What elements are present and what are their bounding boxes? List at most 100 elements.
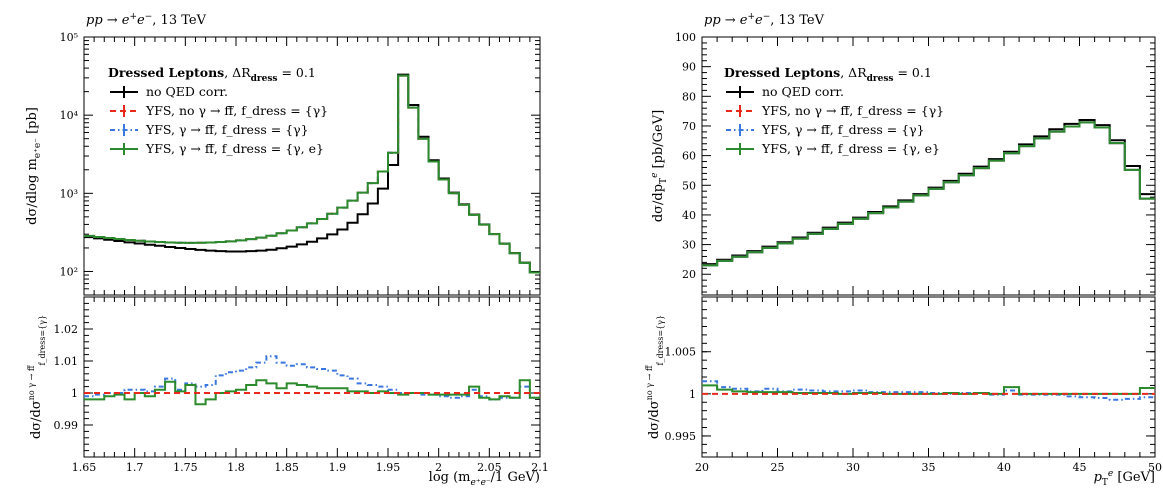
right-main-ylabel-part-2: e <box>650 173 660 178</box>
left-title-part-1: + <box>130 12 138 22</box>
left-legend-label-3: YFS, γ → ff̄, f_dress = {γ, e} <box>145 141 324 156</box>
left-main-ytick-label: 10⁵ <box>60 31 78 44</box>
right-ratio-xtick-label: 30 <box>846 461 860 474</box>
right-legend-label-1: YFS, no γ → ff̄, f_dress = {γ} <box>761 103 944 118</box>
right-main-ytick-label: 80 <box>682 90 696 103</box>
left-main-ylabel-part-2: [pb] <box>25 107 40 138</box>
right-main-ytick-label: 20 <box>682 268 696 281</box>
right-ratio-ylabel-part-0: dσ/dσ <box>647 400 662 439</box>
left-ratio-ylabel-part-2: f_dress={γ} <box>38 315 47 366</box>
left-legend-label-1: YFS, no γ → ff̄, f_dress = {γ} <box>145 103 328 118</box>
right-ratio-series-1 <box>702 380 1155 401</box>
right-legend-label-3: YFS, γ → ff̄, f_dress = {γ, e} <box>761 141 940 156</box>
left-main-ytick-label: 10² <box>60 265 78 278</box>
right-main-ylabel: dσ/dpTe [pb/GeV] <box>650 110 669 222</box>
right-ratio-ylabel: dσ/dσno γ → ff̄f_dress={γ} <box>645 315 665 439</box>
right-main-ytick-label: 90 <box>682 61 696 74</box>
left-legend-title: Dressed Leptons, ΔRdress = 0.1 <box>108 65 316 84</box>
left-legend-title-part-3: = 0.1 <box>278 65 316 80</box>
left-main-ylabel: dσ/dlog me⁺e⁻ [pb] <box>25 107 43 225</box>
left-title-part-0: pp → e <box>86 13 130 28</box>
left-ratio-frame <box>83 296 541 458</box>
left-ratio-xtick-label: 1.8 <box>227 461 245 474</box>
right-main-ylabel-part-1: T <box>659 178 669 184</box>
left-main-series-3 <box>84 74 540 274</box>
right-ratio-xtick-label: 45 <box>1073 461 1087 474</box>
right-legend-title-part-3: = 0.1 <box>894 65 932 80</box>
right-ratio-ylabel-part-2: f_dress={γ} <box>656 315 665 366</box>
left-main-ytick-label: 10³ <box>60 187 78 200</box>
right-ratio-xlabel: pTe [GeV] <box>1094 469 1155 485</box>
right-ratio-xtick-label: 40 <box>997 461 1011 474</box>
right-ratio-xtick-label: 25 <box>771 461 785 474</box>
right-ratio-ytick-label: 1 <box>689 388 696 401</box>
left-ratio-ytick-label: 1 <box>71 387 78 400</box>
right-ratio-series-2 <box>702 384 1155 395</box>
left-ratio-xtick-label: 2.05 <box>477 461 502 474</box>
left-ratio-xtick-label: 1.75 <box>173 461 198 474</box>
left-legend-label-0: no QED corr. <box>146 84 228 99</box>
right-ratio-ytick-label: 1.005 <box>665 346 697 359</box>
right-legend-label-2: YFS, γ → ff̄, f_dress = {γ} <box>761 122 925 137</box>
left-ratio-series-2 <box>84 379 540 406</box>
left-ratio-ylabel-part-0: dσ/dσ <box>29 400 44 439</box>
right-title-part-0: pp → e <box>704 13 748 28</box>
right-title-part-2: e <box>755 13 763 28</box>
right-ratio-xlabel-part-1: T <box>1102 478 1108 485</box>
left-title-part-2: e <box>137 13 145 28</box>
left-main-ylabel-part-1: e⁺e⁻ <box>33 138 43 158</box>
left-title-part-3: − <box>145 12 153 22</box>
right-ratio-xtick-label: 20 <box>695 461 709 474</box>
right-ratio-xlabel-part-2: e <box>1108 469 1113 479</box>
right-title-part-1: + <box>748 12 756 22</box>
left-main-ytick-label: 10⁴ <box>60 109 79 122</box>
left-ratio-xlabel-part-0: log (m <box>429 470 471 485</box>
left-legend-title-part-0: Dressed Leptons <box>108 65 224 80</box>
right-legend-title-part-1: , ΔR <box>840 65 867 80</box>
left-ratio-series-1 <box>84 355 540 401</box>
left-main-ylabel-part-0: dσ/dlog m <box>25 158 40 225</box>
left-title: pp → e+e−, 13 TeV <box>86 12 207 28</box>
left-main-frame <box>83 36 541 296</box>
right-title: pp → e+e−, 13 TeV <box>704 12 825 28</box>
right-main-ytick-label: 70 <box>682 120 696 133</box>
left-ratio-xtick-label: 1.7 <box>126 461 144 474</box>
left-ratio-xtick-label: 1.85 <box>274 461 299 474</box>
left-ratio-ytick-label: 1.01 <box>54 355 79 368</box>
left-ratio-xtick-label: 1.95 <box>376 461 401 474</box>
left-legend-title-part-2: dress <box>251 74 278 84</box>
left-ratio-xlabel-part-1: e⁺e⁻ <box>471 478 491 485</box>
right-legend-label-0: no QED corr. <box>762 84 844 99</box>
left-ratio-ytick-label: 1.02 <box>54 323 79 336</box>
right-legend-title-part-0: Dressed Leptons <box>724 65 840 80</box>
left-legend-title-part-1: , ΔR <box>224 65 251 80</box>
left-title-part-4: , 13 TeV <box>152 13 206 28</box>
left-ratio-xtick-label: 2 <box>435 461 442 474</box>
right-ratio-xtick-label: 50 <box>1148 461 1162 474</box>
right-main-ytick-label: 100 <box>675 31 696 44</box>
right-main-ytick-label: 30 <box>682 239 696 252</box>
right-ratio-ytick-label: 0.995 <box>665 430 697 443</box>
right-main-ytick-label: 60 <box>682 150 696 163</box>
right-ratio-frame <box>701 296 1156 458</box>
right-title-part-3: − <box>763 12 771 22</box>
left-ratio-ylabel-part-1: no γ → ff̄ <box>27 364 36 400</box>
left-ratio-xtick-label: 1.65 <box>72 461 97 474</box>
left-ratio-ytick-label: 0.99 <box>54 419 79 432</box>
right-main-ytick-label: 50 <box>682 179 696 192</box>
left-ratio-xlabel-part-2: /1 GeV) <box>491 470 540 485</box>
left-ratio-xtick-label: 2.1 <box>531 461 549 474</box>
right-legend-title: Dressed Leptons, ΔRdress = 0.1 <box>724 65 932 84</box>
right-main-series-3 <box>702 121 1155 267</box>
left-ratio-xlabel: log (me⁺e⁻/1 GeV) <box>429 470 540 485</box>
left-ratio-xtick-label: 1.9 <box>329 461 347 474</box>
right-legend-title-part-2: dress <box>867 74 894 84</box>
right-title-part-4: , 13 TeV <box>770 13 824 28</box>
left-ratio-ylabel: dσ/dσno γ → ff̄f_dress={γ} <box>27 315 47 439</box>
right-ratio-xlabel-part-0: p <box>1094 470 1103 485</box>
right-main-ylabel-part-0: dσ/dp <box>651 184 666 222</box>
right-ratio-ylabel-part-1: no γ → ff̄ <box>645 364 654 400</box>
left-legend-label-2: YFS, γ → ff̄, f_dress = {γ} <box>145 122 309 137</box>
